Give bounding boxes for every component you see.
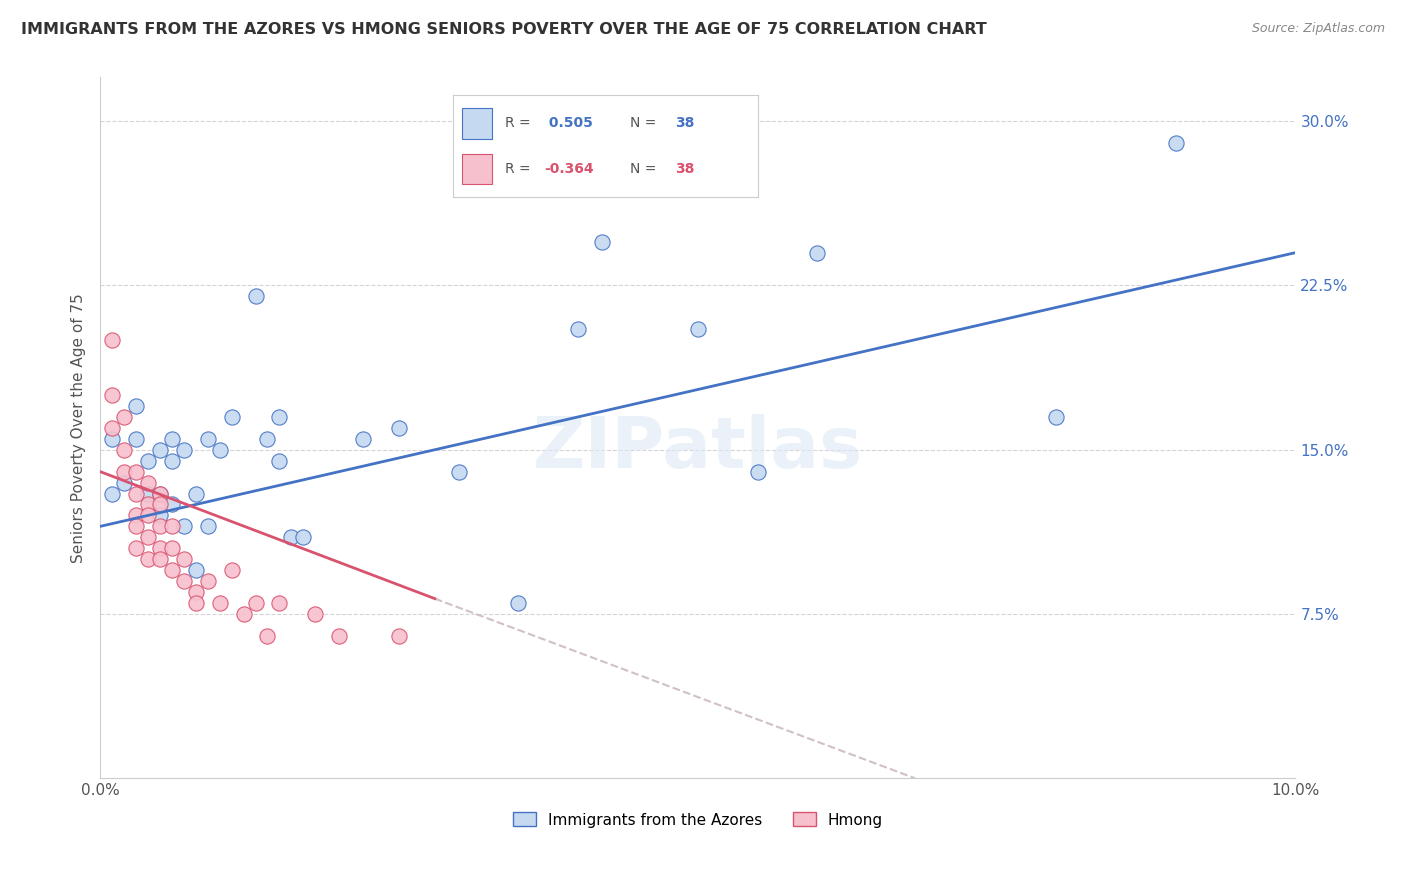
Point bbox=[149, 498, 172, 512]
Point bbox=[136, 475, 159, 490]
Point bbox=[686, 322, 709, 336]
Point bbox=[245, 596, 267, 610]
Point bbox=[125, 508, 148, 523]
Point bbox=[136, 498, 159, 512]
Point bbox=[125, 432, 148, 446]
Point bbox=[101, 421, 124, 435]
Point bbox=[184, 486, 207, 500]
Text: Source: ZipAtlas.com: Source: ZipAtlas.com bbox=[1251, 22, 1385, 36]
Point bbox=[125, 541, 148, 556]
Point bbox=[197, 519, 219, 533]
Point bbox=[125, 486, 148, 500]
Point bbox=[136, 530, 159, 544]
Point bbox=[567, 322, 589, 336]
Point bbox=[112, 409, 135, 424]
Point bbox=[269, 453, 291, 467]
Point bbox=[591, 235, 613, 249]
Point bbox=[160, 432, 183, 446]
Point bbox=[208, 596, 231, 610]
Point bbox=[269, 409, 291, 424]
Point bbox=[388, 629, 411, 643]
Point bbox=[388, 421, 411, 435]
Point bbox=[280, 530, 302, 544]
Point bbox=[160, 498, 183, 512]
Point bbox=[160, 563, 183, 577]
Point bbox=[136, 486, 159, 500]
Point bbox=[245, 289, 267, 303]
Point bbox=[292, 530, 315, 544]
Point bbox=[208, 442, 231, 457]
Point bbox=[232, 607, 254, 621]
Point bbox=[328, 629, 350, 643]
Point bbox=[269, 596, 291, 610]
Legend: Immigrants from the Azores, Hmong: Immigrants from the Azores, Hmong bbox=[506, 806, 889, 834]
Point bbox=[173, 442, 195, 457]
Point bbox=[184, 563, 207, 577]
Text: IMMIGRANTS FROM THE AZORES VS HMONG SENIORS POVERTY OVER THE AGE OF 75 CORRELATI: IMMIGRANTS FROM THE AZORES VS HMONG SENI… bbox=[21, 22, 987, 37]
Point bbox=[184, 585, 207, 599]
Point bbox=[160, 541, 183, 556]
Point bbox=[112, 465, 135, 479]
Point bbox=[125, 519, 148, 533]
Point bbox=[160, 519, 183, 533]
Point bbox=[221, 563, 243, 577]
Point bbox=[508, 596, 530, 610]
Point bbox=[197, 574, 219, 588]
Point bbox=[136, 508, 159, 523]
Point bbox=[184, 596, 207, 610]
Point bbox=[747, 465, 769, 479]
Point bbox=[221, 409, 243, 424]
Point bbox=[173, 574, 195, 588]
Y-axis label: Seniors Poverty Over the Age of 75: Seniors Poverty Over the Age of 75 bbox=[72, 293, 86, 563]
Point bbox=[304, 607, 326, 621]
Point bbox=[149, 508, 172, 523]
Text: ZIPatlas: ZIPatlas bbox=[533, 415, 863, 483]
Point bbox=[136, 453, 159, 467]
Point bbox=[173, 552, 195, 566]
Point bbox=[806, 245, 828, 260]
Point bbox=[101, 333, 124, 347]
Point bbox=[197, 432, 219, 446]
Point bbox=[149, 486, 172, 500]
Point bbox=[256, 629, 278, 643]
Point bbox=[101, 388, 124, 402]
Point bbox=[149, 519, 172, 533]
Point bbox=[149, 486, 172, 500]
Point bbox=[173, 519, 195, 533]
Point bbox=[352, 432, 374, 446]
Point bbox=[136, 552, 159, 566]
Point bbox=[1164, 136, 1187, 150]
Point bbox=[149, 541, 172, 556]
Point bbox=[160, 453, 183, 467]
Point bbox=[112, 475, 135, 490]
Point bbox=[101, 432, 124, 446]
Point bbox=[149, 442, 172, 457]
Point bbox=[125, 399, 148, 413]
Point bbox=[447, 465, 470, 479]
Point bbox=[1045, 409, 1067, 424]
Point bbox=[149, 552, 172, 566]
Point bbox=[256, 432, 278, 446]
Point bbox=[101, 486, 124, 500]
Point bbox=[112, 442, 135, 457]
Point bbox=[125, 465, 148, 479]
